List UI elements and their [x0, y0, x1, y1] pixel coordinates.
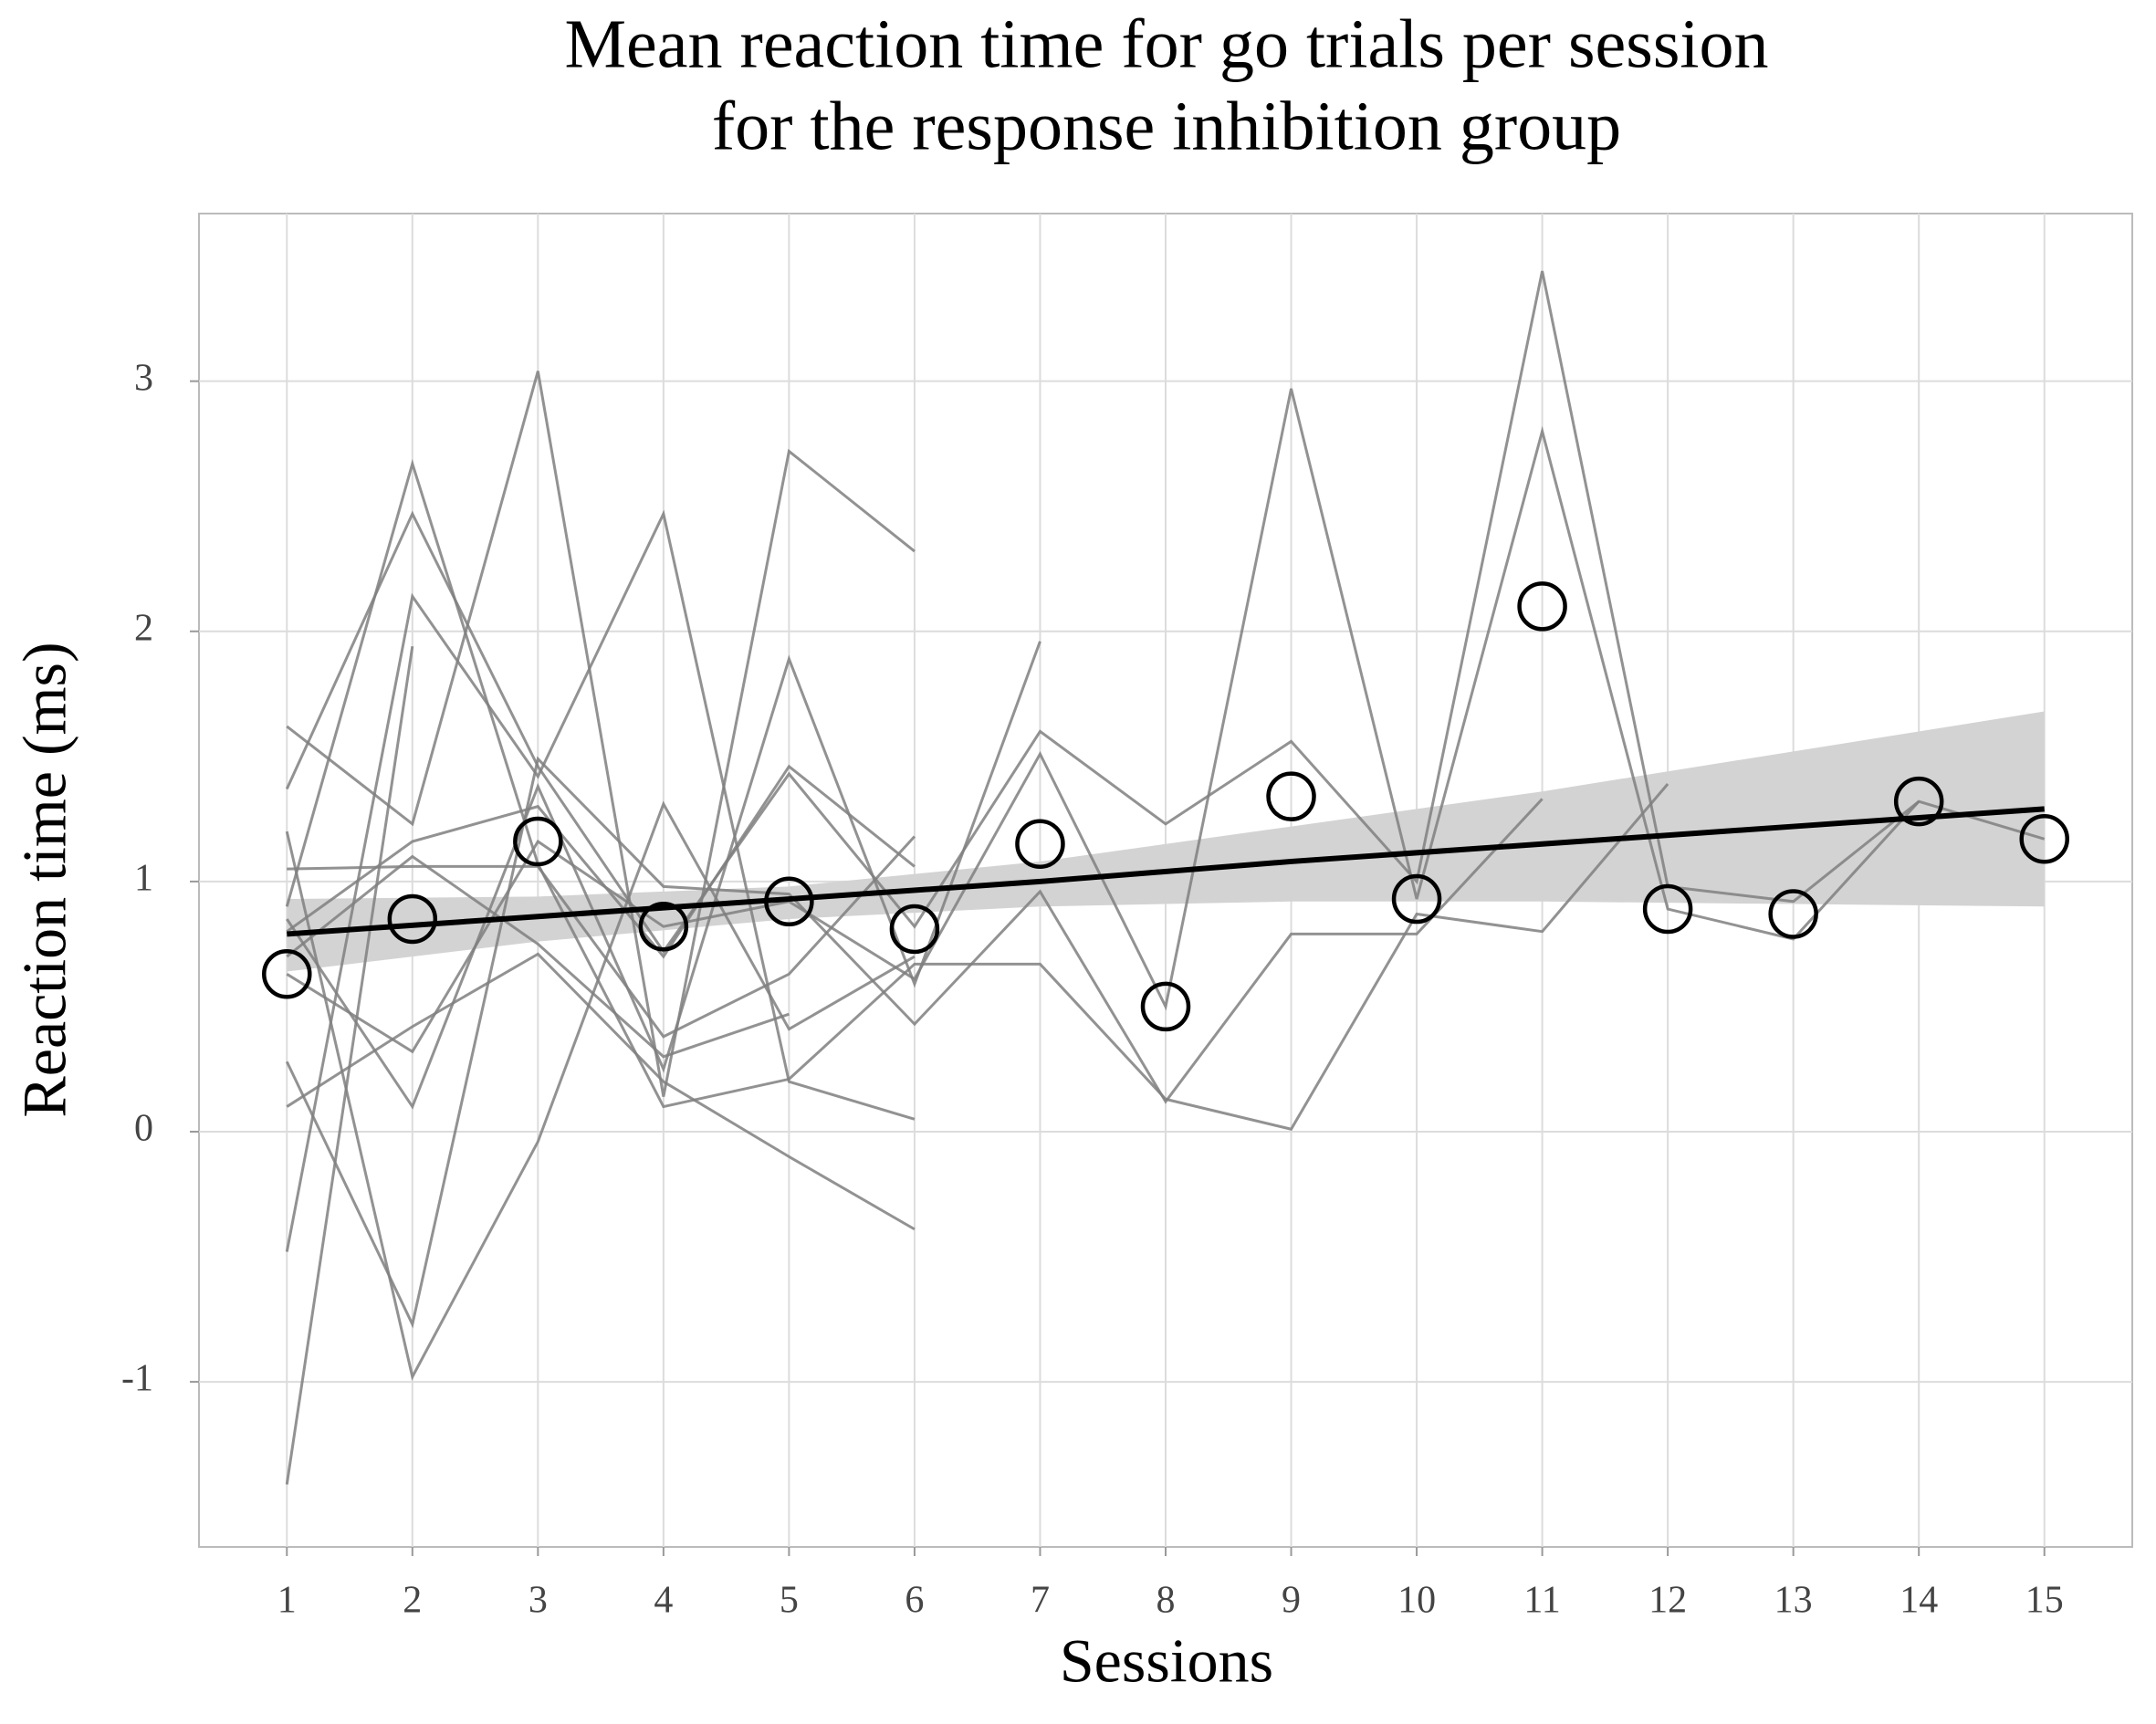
mean-point [638, 901, 689, 952]
x-tick-label: 14 [1900, 1580, 1938, 1622]
x-tick-label: 7 [1031, 1580, 1050, 1622]
confidence-band [287, 711, 2045, 972]
y-tick-label: -1 [121, 1358, 153, 1400]
y-tick-label: 2 [134, 607, 153, 649]
mean-point [1768, 889, 1818, 939]
mean-point [1517, 581, 1567, 632]
x-tick-label: 9 [1282, 1580, 1301, 1622]
subject-line [285, 270, 2046, 955]
mean-point [889, 904, 940, 955]
x-tick-label: 11 [1523, 1580, 1560, 1622]
mean-point [1893, 776, 1944, 827]
subject-line [286, 764, 916, 959]
mean-point [1266, 771, 1316, 821]
subject-line [285, 756, 1544, 1329]
subject-line [286, 371, 916, 1097]
mean-point [1015, 819, 1065, 870]
y-tick-label: 1 [134, 858, 153, 900]
mean-point [387, 893, 438, 945]
subject-line [286, 854, 790, 1059]
x-tick-label: 13 [1774, 1580, 1813, 1622]
x-tick-label: 1 [277, 1580, 297, 1622]
x-tick-label: 10 [1397, 1580, 1436, 1622]
x-tick-label: 12 [1648, 1580, 1687, 1622]
x-tick-label: 5 [780, 1580, 799, 1622]
subject-line [285, 458, 1669, 1131]
subject-line [286, 641, 1041, 1110]
y-axis-title: Reaction time (ms) [10, 642, 79, 1117]
y-tick-label: 0 [134, 1108, 153, 1150]
chart-title: Mean reaction time for go trials per ses… [564, 5, 1768, 82]
x-tick-label: 2 [403, 1580, 422, 1622]
subject-line [287, 835, 916, 1039]
mean-point [2019, 814, 2069, 864]
mean-point [1642, 883, 1693, 935]
x-tick-label: 4 [654, 1580, 673, 1622]
subject-line [286, 388, 1921, 1054]
x-tick-label: 3 [529, 1580, 548, 1622]
mean-point [764, 876, 814, 927]
mean-point [262, 949, 312, 999]
fit-line [287, 806, 2045, 937]
x-axis-title: Sessions [1060, 1626, 1273, 1696]
x-tick-label: 6 [905, 1580, 924, 1622]
mean-point [1391, 873, 1442, 925]
chart-title: for the response inhibition group [712, 88, 1621, 164]
subject-line [285, 509, 916, 1252]
subject-line [286, 952, 916, 1231]
x-tick-label: 8 [1156, 1580, 1176, 1622]
subject-line [285, 800, 916, 1381]
mean-point [1140, 981, 1191, 1032]
mean-point [513, 816, 563, 867]
x-tick-label: 15 [2025, 1580, 2064, 1622]
y-tick-label: 3 [134, 357, 153, 399]
